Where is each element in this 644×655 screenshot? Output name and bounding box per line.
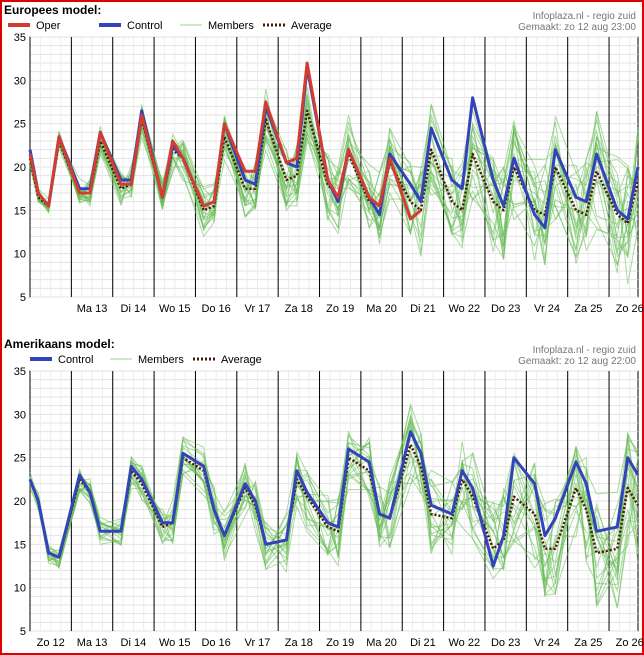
y-tick-label: 5 [20, 626, 26, 638]
members-series-line [29, 402, 639, 606]
x-day-label: Do 16 [201, 637, 230, 649]
y-tick-label: 15 [14, 205, 26, 217]
x-day-label: Wo 22 [448, 637, 480, 649]
control-series-line [28, 430, 640, 568]
x-day-label: Ma 20 [366, 637, 397, 649]
x-day-label: Za 18 [285, 637, 313, 649]
y-tick-label: 35 [14, 366, 26, 378]
chart-title: Amerikaans model: [4, 337, 115, 351]
x-day-label: Ma 13 [77, 637, 108, 649]
legend-label-oper: Oper [36, 20, 61, 32]
members-series-line [29, 119, 639, 261]
members-series-line [29, 86, 639, 256]
x-day-label: Zo 19 [326, 637, 354, 649]
legend-label-members: Members [138, 354, 184, 366]
x-day-label: Do 16 [201, 303, 230, 315]
europees-model-panel: Europees model: Infoplaza.nl - regio zuid… [4, 3, 644, 315]
x-day-label: Wo 15 [159, 303, 191, 315]
legend-label-average: Average [221, 354, 262, 366]
x-day-label: Wo 15 [159, 637, 191, 649]
legend-label-average: Average [291, 20, 332, 32]
y-tick-label: 20 [14, 496, 26, 508]
made-timestamp: Gemaakt: zo 12 aug 22:00 [518, 356, 636, 367]
x-day-label: Zo 26 [616, 637, 644, 649]
x-day-label: Vr 24 [534, 303, 560, 315]
members-series-line [29, 99, 639, 251]
x-day-label: Di 21 [410, 637, 436, 649]
y-tick-label: 10 [14, 583, 26, 595]
y-tick-label: 20 [14, 162, 26, 174]
y-tick-label: 35 [14, 32, 26, 44]
y-tick-label: 30 [14, 75, 26, 87]
x-day-label: Za 25 [574, 637, 602, 649]
legend-label-members: Members [208, 20, 254, 32]
x-day-label: Za 25 [574, 303, 602, 315]
members-series-line [29, 104, 639, 238]
source-label: Infoplaza.nl - regio zuid [533, 345, 636, 356]
x-day-label: Zo 19 [326, 303, 354, 315]
average-series-line [28, 109, 640, 225]
y-tick-label: 10 [14, 249, 26, 261]
x-day-label: Do 23 [491, 637, 520, 649]
x-day-label: Zo 26 [616, 303, 644, 315]
x-day-label: Vr 17 [245, 303, 271, 315]
x-day-label: Ma 13 [77, 303, 108, 315]
x-day-label: Zo 12 [37, 637, 65, 649]
legend-label-control: Control [58, 354, 93, 366]
x-day-label: Di 21 [410, 303, 436, 315]
x-day-label: Wo 22 [448, 303, 480, 315]
y-tick-label: 30 [14, 409, 26, 421]
y-tick-label: 5 [20, 292, 26, 304]
x-day-label: Di 14 [121, 637, 147, 649]
source-label: Infoplaza.nl - regio zuid [533, 11, 636, 22]
chart-title: Europees model: [4, 3, 101, 17]
x-day-label: Do 23 [491, 303, 520, 315]
legend-label-control: Control [127, 20, 162, 32]
x-day-label: Vr 24 [534, 637, 560, 649]
made-timestamp: Gemaakt: zo 12 aug 23:00 [518, 22, 636, 33]
x-day-label: Vr 17 [245, 637, 271, 649]
y-tick-label: 15 [14, 539, 26, 551]
y-tick-label: 25 [14, 453, 26, 465]
x-day-label: Ma 20 [366, 303, 397, 315]
amerikaans-model-panel: Amerikaans model: Infoplaza.nl - regio zu… [4, 337, 644, 649]
oper-series-line [28, 61, 422, 221]
x-day-label: Za 18 [285, 303, 313, 315]
y-tick-label: 25 [14, 119, 26, 131]
x-day-label: Di 14 [121, 303, 147, 315]
